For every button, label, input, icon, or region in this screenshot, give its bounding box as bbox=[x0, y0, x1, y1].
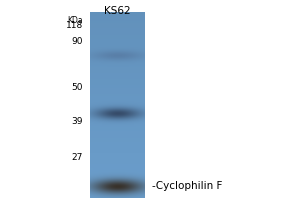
Text: 118: 118 bbox=[66, 21, 83, 30]
Text: 50: 50 bbox=[71, 84, 83, 92]
Text: 90: 90 bbox=[71, 38, 83, 46]
Text: 27: 27 bbox=[72, 154, 83, 162]
Text: -Cyclophilin F: -Cyclophilin F bbox=[152, 181, 222, 191]
Text: 39: 39 bbox=[71, 117, 83, 127]
Text: KDa: KDa bbox=[68, 16, 83, 25]
Text: KS62: KS62 bbox=[104, 6, 130, 16]
